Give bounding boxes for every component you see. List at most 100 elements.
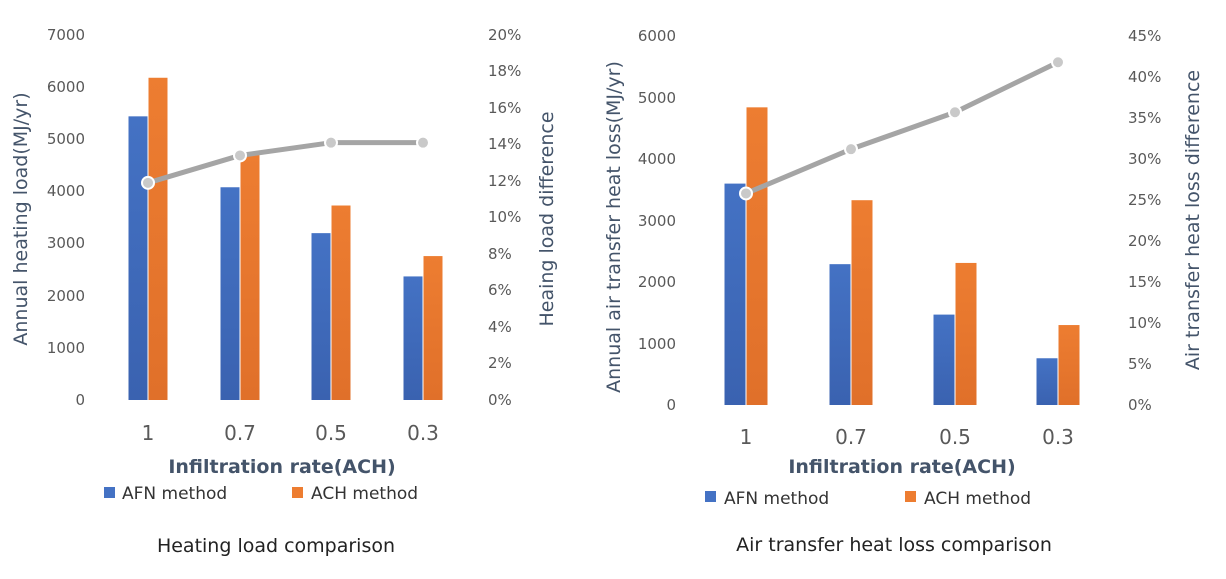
- air-category-labels: 1 0.7 0.5 0.3: [740, 425, 1074, 449]
- air-xtick-0: 1: [740, 425, 753, 449]
- air-y2tick-3: 15%: [1128, 273, 1161, 291]
- air-ytick-3: 3000: [638, 212, 676, 230]
- air-y2-axis-title: Air transfer heat loss difference: [1182, 70, 1204, 370]
- heating-x-axis-title: Infiltration rate(ACH): [168, 456, 395, 478]
- air-chart-caption: Air transfer heat loss comparison: [736, 534, 1052, 556]
- heating-y2tick-5: 10%: [488, 208, 521, 226]
- air-bar-afn-2: [933, 314, 955, 405]
- heating-ytick-0: 0: [75, 391, 85, 409]
- air-primary-axis-ticks: 0 1000 2000 3000 4000 5000 6000: [638, 27, 676, 414]
- air-bars: [724, 107, 1080, 405]
- air-y2tick-7: 35%: [1128, 109, 1161, 127]
- heating-ytick-5: 5000: [47, 130, 85, 148]
- heating-legend-swatch-afn: [104, 487, 115, 498]
- heating-category-labels: 1 0.7 0.5 0.3: [142, 421, 439, 445]
- air-difference-point-3: [1051, 55, 1065, 70]
- heating-y2tick-10: 20%: [488, 26, 521, 44]
- air-y2tick-4: 20%: [1128, 232, 1161, 250]
- heating-bar-afn-3: [403, 276, 423, 400]
- heating-y2tick-6: 12%: [488, 172, 521, 190]
- heating-xtick-2: 0.5: [315, 421, 347, 445]
- air-difference-point-0: [739, 186, 753, 201]
- heating-difference-line: [141, 135, 430, 190]
- air-xtick-3: 0.3: [1042, 425, 1074, 449]
- heating-legend-ach: ACH method: [311, 484, 418, 504]
- heating-y2tick-4: 8%: [488, 245, 512, 263]
- air-ytick-5: 5000: [638, 89, 676, 107]
- air-legend-swatch-afn: [705, 491, 716, 502]
- heating-bar-afn-1: [220, 187, 240, 400]
- air-y2tick-5: 25%: [1128, 191, 1161, 209]
- heating-y2tick-3: 6%: [488, 281, 512, 299]
- heating-legend: AFN method ACH method: [104, 484, 418, 504]
- heating-bar-ach-2: [331, 205, 351, 400]
- heating-bar-ach-0: [148, 77, 168, 400]
- air-bar-afn-3: [1036, 358, 1058, 405]
- air-ytick-6: 6000: [638, 27, 676, 45]
- heating-legend-afn: AFN method: [122, 484, 227, 504]
- heating-y-axis-title: Annual heating load(MJ/yr): [10, 92, 32, 345]
- air-y-axis-title: Annual air transfer heat loss(MJ/yr): [603, 61, 625, 393]
- air-ytick-4: 4000: [638, 150, 676, 168]
- heating-y2tick-9: 18%: [488, 62, 521, 80]
- heating-bar-afn-0: [128, 116, 148, 400]
- heating-primary-axis-ticks: 0 1000 2000 3000 4000 5000 6000 7000: [47, 26, 85, 409]
- heating-chart-caption: Heating load comparison: [157, 535, 395, 557]
- air-y2tick-2: 10%: [1128, 314, 1161, 332]
- heating-difference-line-path: [145, 140, 426, 186]
- heating-difference-point-3: [416, 135, 430, 150]
- air-legend-ach: ACH method: [924, 489, 1031, 509]
- air-x-axis-title: Infiltration rate(ACH): [788, 456, 1015, 478]
- air-bar-afn-1: [829, 264, 851, 405]
- air-ytick-0: 0: [666, 396, 676, 414]
- heating-xtick-3: 0.3: [407, 421, 439, 445]
- heating-difference-point-2: [324, 135, 338, 150]
- air-transfer-chart: 0 1000 2000 3000 4000 5000 6000 0% 5% 10…: [603, 27, 1204, 556]
- air-bar-afn-0: [724, 183, 746, 405]
- air-xtick-1: 0.7: [835, 425, 867, 449]
- heating-y2tick-2: 4%: [488, 318, 512, 336]
- heating-ytick-2: 2000: [47, 287, 85, 305]
- heating-load-chart: 0 1000 2000 3000 4000 5000 6000 7000 0% …: [10, 26, 558, 557]
- heating-secondary-axis-ticks: 0% 2% 4% 6% 8% 10% 12% 14% 16% 18% 20%: [488, 26, 521, 409]
- heating-difference-point-1: [233, 148, 247, 163]
- heating-ytick-1: 1000: [47, 339, 85, 357]
- air-bar-ach-1: [851, 200, 873, 405]
- air-y2tick-9: 45%: [1128, 27, 1161, 45]
- air-y2tick-1: 5%: [1128, 355, 1152, 373]
- heating-bars: [128, 77, 443, 400]
- air-y2tick-8: 40%: [1128, 68, 1161, 86]
- air-xtick-2: 0.5: [939, 425, 971, 449]
- heating-difference-point-0: [141, 175, 155, 190]
- heating-xtick-1: 0.7: [224, 421, 256, 445]
- heating-xtick-0: 1: [142, 421, 155, 445]
- air-y2tick-0: 0%: [1128, 396, 1152, 414]
- heating-bar-ach-3: [423, 256, 443, 400]
- heating-ytick-4: 4000: [47, 182, 85, 200]
- air-difference-line: [739, 55, 1065, 201]
- air-legend-swatch-ach: [905, 491, 916, 502]
- air-bar-ach-3: [1058, 325, 1080, 405]
- heating-bar-afn-2: [311, 233, 331, 400]
- air-difference-point-2: [948, 105, 962, 120]
- heating-ytick-7: 7000: [47, 26, 85, 44]
- heating-y2tick-7: 14%: [488, 135, 521, 153]
- air-bar-ach-0: [746, 107, 768, 405]
- air-ytick-2: 2000: [638, 273, 676, 291]
- heating-ytick-3: 3000: [47, 234, 85, 252]
- heating-y2tick-8: 16%: [488, 99, 521, 117]
- air-secondary-axis-ticks: 0% 5% 10% 15% 20% 25% 30% 35% 40% 45%: [1128, 27, 1161, 414]
- air-y2tick-6: 30%: [1128, 150, 1161, 168]
- air-legend-afn: AFN method: [724, 489, 829, 509]
- air-ytick-1: 1000: [638, 335, 676, 353]
- heating-y2tick-1: 2%: [488, 354, 512, 372]
- heating-ytick-6: 6000: [47, 78, 85, 96]
- heating-y2tick-0: 0%: [488, 391, 512, 409]
- heating-y2-axis-title: Heaing load difference: [536, 111, 558, 326]
- heating-bar-ach-1: [240, 154, 260, 400]
- heating-legend-swatch-ach: [292, 487, 303, 498]
- air-legend: AFN method ACH method: [705, 489, 1031, 509]
- air-bar-ach-2: [955, 262, 977, 405]
